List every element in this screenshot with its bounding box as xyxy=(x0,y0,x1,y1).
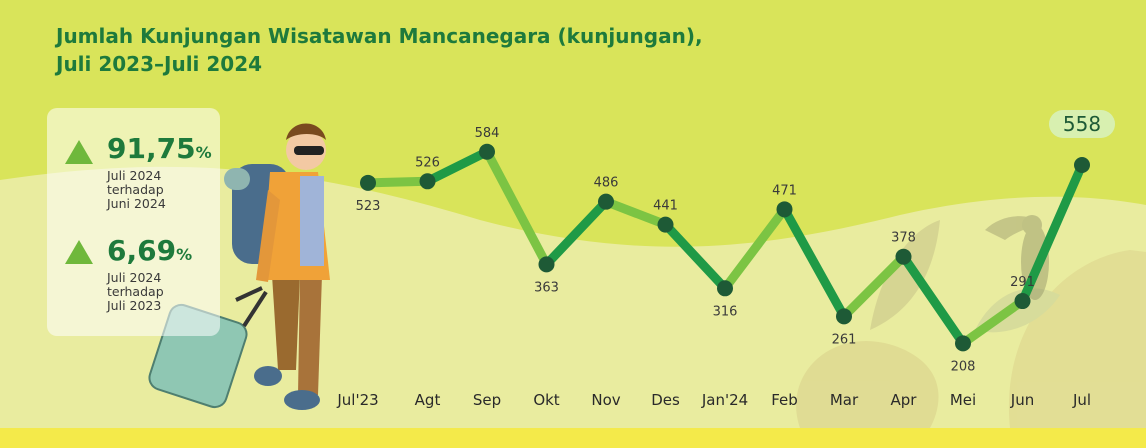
data-label: 523 xyxy=(356,199,381,214)
x-tick-label: Mar xyxy=(830,391,859,409)
x-tick-label: Feb xyxy=(771,391,798,409)
data-label: 486 xyxy=(594,176,619,191)
x-tick-label: Mei xyxy=(950,391,976,409)
decorative-leaves xyxy=(796,220,1146,428)
data-point xyxy=(836,308,852,325)
data-point xyxy=(717,280,733,297)
data-label: 526 xyxy=(415,155,440,170)
stat-mom-desc: Juli 2024 terhadap Juni 2024 xyxy=(107,168,166,211)
x-tick-label: Okt xyxy=(533,391,559,409)
data-label: 378 xyxy=(891,231,916,246)
series-line-segment xyxy=(363,176,432,188)
data-point xyxy=(419,173,436,190)
x-tick-label: Jun xyxy=(1010,391,1034,409)
data-label: 471 xyxy=(772,183,797,198)
data-point xyxy=(538,256,555,273)
chart-title: Jumlah Kunjungan Wisatawan Mancanegara (… xyxy=(56,22,703,78)
chart-title-line1: Jumlah Kunjungan Wisatawan Mancanegara (… xyxy=(56,24,703,48)
highlight-pill xyxy=(1049,110,1115,138)
series-line-segment xyxy=(542,197,611,269)
series-line-segment xyxy=(780,204,849,321)
data-label: 208 xyxy=(951,359,976,374)
series-line-segment xyxy=(899,252,968,348)
data-label: 558 xyxy=(1063,112,1101,136)
x-tick-label: Nov xyxy=(591,391,620,409)
stat-yoy-desc: Juli 2024 terhadap Juli 2023 xyxy=(107,270,164,313)
series-line-segment xyxy=(601,197,670,230)
data-point xyxy=(1014,293,1031,310)
data-label: 584 xyxy=(475,126,500,141)
line-chart: 523 Jul'23 526 Agt 584 Sep 363 Okt 486 Nov 441 Des 3… xyxy=(336,110,1115,409)
stat-mom-value: 91,75% xyxy=(107,132,212,165)
data-point xyxy=(776,201,793,218)
data-point xyxy=(479,143,495,160)
series-line-segment xyxy=(423,147,492,186)
x-tick-label: Agt xyxy=(415,391,441,409)
data-label: 363 xyxy=(534,280,559,295)
data-label: 316 xyxy=(713,304,738,319)
series-line-segment xyxy=(661,220,730,293)
data-point xyxy=(598,193,614,210)
x-tick-label: Jan'24 xyxy=(701,391,748,409)
data-label: 441 xyxy=(653,199,678,214)
x-tick-label: Jul'23 xyxy=(336,391,378,409)
data-point xyxy=(955,335,971,352)
stat-yoy-value: 6,69% xyxy=(107,234,193,267)
data-point xyxy=(1074,156,1090,173)
up-arrow-icon xyxy=(65,140,93,164)
series-line-segment xyxy=(839,252,908,321)
x-tick-label: Des xyxy=(651,391,680,409)
x-tick-label: Jul xyxy=(1072,391,1091,409)
data-label: 261 xyxy=(832,332,857,347)
chart-title-line2: Juli 2023–Juli 2024 xyxy=(56,52,263,76)
data-label: 291 xyxy=(1010,275,1035,290)
series-line-segment xyxy=(482,147,551,269)
data-point xyxy=(360,174,376,191)
up-arrow-icon xyxy=(65,240,93,264)
data-point xyxy=(657,216,674,233)
x-tick-label: Apr xyxy=(891,391,918,409)
series-line-segment xyxy=(720,204,789,293)
stats-panel: 91,75% Juli 2024 terhadap Juni 2024 6,69… xyxy=(47,108,220,336)
series-line-segment xyxy=(1018,160,1087,306)
data-point xyxy=(895,248,912,265)
x-tick-label: Sep xyxy=(473,391,501,409)
series-line-segment xyxy=(958,296,1027,348)
